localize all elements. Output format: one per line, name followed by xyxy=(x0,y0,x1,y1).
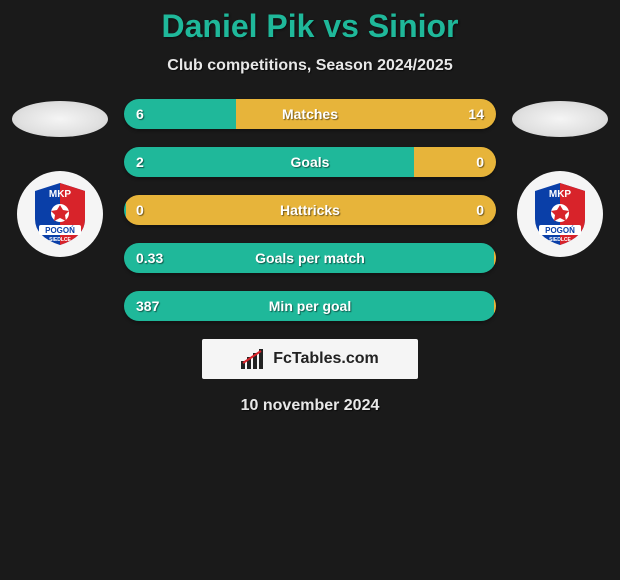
stat-value-left: 6 xyxy=(136,106,144,122)
stats-column: Matches 6 14 Goals 2 0 Hattricks 0 0 Goals per ma… xyxy=(124,99,496,321)
svg-text:MKP: MKP xyxy=(49,189,72,200)
comparison-card: Daniel Pik vs Sinior Club competitions, … xyxy=(0,0,620,415)
chart-icon xyxy=(241,349,267,369)
svg-text:POGOŃ: POGOŃ xyxy=(545,226,575,235)
stat-bar: Goals per match 0.33 xyxy=(124,243,496,273)
club-crest-icon: MKP POGOŃ SIEDLCE xyxy=(525,179,595,249)
stat-value-right: 14 xyxy=(468,106,484,122)
player-right-club-badge: MKP POGOŃ SIEDLCE xyxy=(517,171,603,257)
stat-label: Goals xyxy=(291,154,330,170)
svg-text:MKP: MKP xyxy=(549,189,572,200)
stat-bar: Hattricks 0 0 xyxy=(124,195,496,225)
svg-text:SIEDLCE: SIEDLCE xyxy=(549,237,571,243)
player-left-avatar xyxy=(12,101,108,137)
stat-bar-right-fill xyxy=(236,99,496,129)
stat-label: Matches xyxy=(282,106,338,122)
branding-text: FcTables.com xyxy=(273,350,379,368)
stat-value-right: 0 xyxy=(476,154,484,170)
main-row: MKP POGOŃ SIEDLCE Matches614Goals20Hattr… xyxy=(0,99,620,321)
branding-badge[interactable]: FcTables.com xyxy=(202,339,418,379)
stat-label: Hattricks xyxy=(280,202,340,218)
player-right-column: MKP POGOŃ SIEDLCE xyxy=(512,99,608,257)
stat-bar-right-fill xyxy=(494,291,496,321)
club-crest-icon: MKP POGOŃ SIEDLCE xyxy=(25,179,95,249)
stat-bar-right-fill xyxy=(494,243,496,273)
title: Daniel Pik vs Sinior xyxy=(0,8,620,45)
player-left-club-badge: MKP POGOŃ SIEDLCE xyxy=(17,171,103,257)
stat-value-left: 0 xyxy=(136,202,144,218)
stat-value-left: 0.33 xyxy=(136,250,163,266)
stat-value-right: 0 xyxy=(476,202,484,218)
stat-value-left: 387 xyxy=(136,298,159,314)
stat-value-left: 2 xyxy=(136,154,144,170)
stat-bar: Matches 6 14 xyxy=(124,99,496,129)
svg-text:SIEDLCE: SIEDLCE xyxy=(49,237,71,243)
stat-bar-left-fill xyxy=(124,147,414,177)
player-left-column: MKP POGOŃ SIEDLCE xyxy=(12,99,108,257)
player-right-avatar xyxy=(512,101,608,137)
stat-label: Goals per match xyxy=(255,250,365,266)
stat-bar: Min per goal 387 xyxy=(124,291,496,321)
svg-text:POGOŃ: POGOŃ xyxy=(45,226,75,235)
stat-bar: Goals 2 0 xyxy=(124,147,496,177)
stat-label: Min per goal xyxy=(269,298,351,314)
subtitle: Club competitions, Season 2024/2025 xyxy=(0,57,620,75)
date-text: 10 november 2024 xyxy=(0,397,620,415)
